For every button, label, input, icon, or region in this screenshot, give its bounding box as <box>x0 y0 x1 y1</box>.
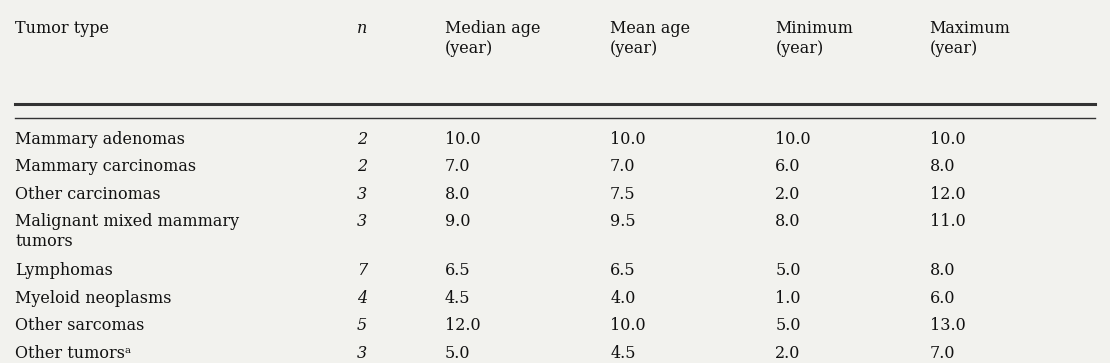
Text: 5: 5 <box>356 317 366 334</box>
Text: 13.0: 13.0 <box>929 317 966 334</box>
Text: 3: 3 <box>356 213 366 230</box>
Text: 5.0: 5.0 <box>775 317 800 334</box>
Text: 4.5: 4.5 <box>610 344 636 362</box>
Text: 9.0: 9.0 <box>445 213 471 230</box>
Text: Myeloid neoplasms: Myeloid neoplasms <box>16 290 172 307</box>
Text: 8.0: 8.0 <box>929 158 955 175</box>
Text: 1.0: 1.0 <box>775 290 800 307</box>
Text: Mammary adenomas: Mammary adenomas <box>16 131 185 148</box>
Text: 12.0: 12.0 <box>445 317 481 334</box>
Text: 6.0: 6.0 <box>775 158 800 175</box>
Text: Lymphomas: Lymphomas <box>16 262 113 279</box>
Text: 7: 7 <box>356 262 366 279</box>
Text: 9.5: 9.5 <box>610 213 636 230</box>
Text: 5.0: 5.0 <box>445 344 471 362</box>
Text: Minimum
(year): Minimum (year) <box>775 20 854 57</box>
Text: 8.0: 8.0 <box>775 213 800 230</box>
Text: 12.0: 12.0 <box>929 185 966 203</box>
Text: 2: 2 <box>356 131 366 148</box>
Text: Other tumorsᵃ: Other tumorsᵃ <box>16 344 131 362</box>
Text: 2.0: 2.0 <box>775 185 800 203</box>
Text: 7.0: 7.0 <box>610 158 636 175</box>
Text: 2: 2 <box>356 158 366 175</box>
Text: 4: 4 <box>356 290 366 307</box>
Text: 10.0: 10.0 <box>775 131 811 148</box>
Text: Maximum
(year): Maximum (year) <box>929 20 1010 57</box>
Text: Other sarcomas: Other sarcomas <box>16 317 144 334</box>
Text: Mammary carcinomas: Mammary carcinomas <box>16 158 196 175</box>
Text: Other carcinomas: Other carcinomas <box>16 185 161 203</box>
Text: 8.0: 8.0 <box>445 185 471 203</box>
Text: 2.0: 2.0 <box>775 344 800 362</box>
Text: Tumor type: Tumor type <box>16 20 109 37</box>
Text: 3: 3 <box>356 185 366 203</box>
Text: n: n <box>356 20 367 37</box>
Text: 3: 3 <box>356 344 366 362</box>
Text: 10.0: 10.0 <box>445 131 481 148</box>
Text: 6.0: 6.0 <box>929 290 955 307</box>
Text: 11.0: 11.0 <box>929 213 966 230</box>
Text: 10.0: 10.0 <box>610 317 646 334</box>
Text: 4.5: 4.5 <box>445 290 471 307</box>
Text: 5.0: 5.0 <box>775 262 800 279</box>
Text: Mean age
(year): Mean age (year) <box>610 20 690 57</box>
Text: 7.0: 7.0 <box>445 158 471 175</box>
Text: 10.0: 10.0 <box>929 131 966 148</box>
Text: 10.0: 10.0 <box>610 131 646 148</box>
Text: Median age
(year): Median age (year) <box>445 20 541 57</box>
Text: Malignant mixed mammary
tumors: Malignant mixed mammary tumors <box>16 213 240 250</box>
Text: 7.0: 7.0 <box>929 344 955 362</box>
Text: 6.5: 6.5 <box>610 262 636 279</box>
Text: 6.5: 6.5 <box>445 262 471 279</box>
Text: 4.0: 4.0 <box>610 290 635 307</box>
Text: 7.5: 7.5 <box>610 185 636 203</box>
Text: 8.0: 8.0 <box>929 262 955 279</box>
